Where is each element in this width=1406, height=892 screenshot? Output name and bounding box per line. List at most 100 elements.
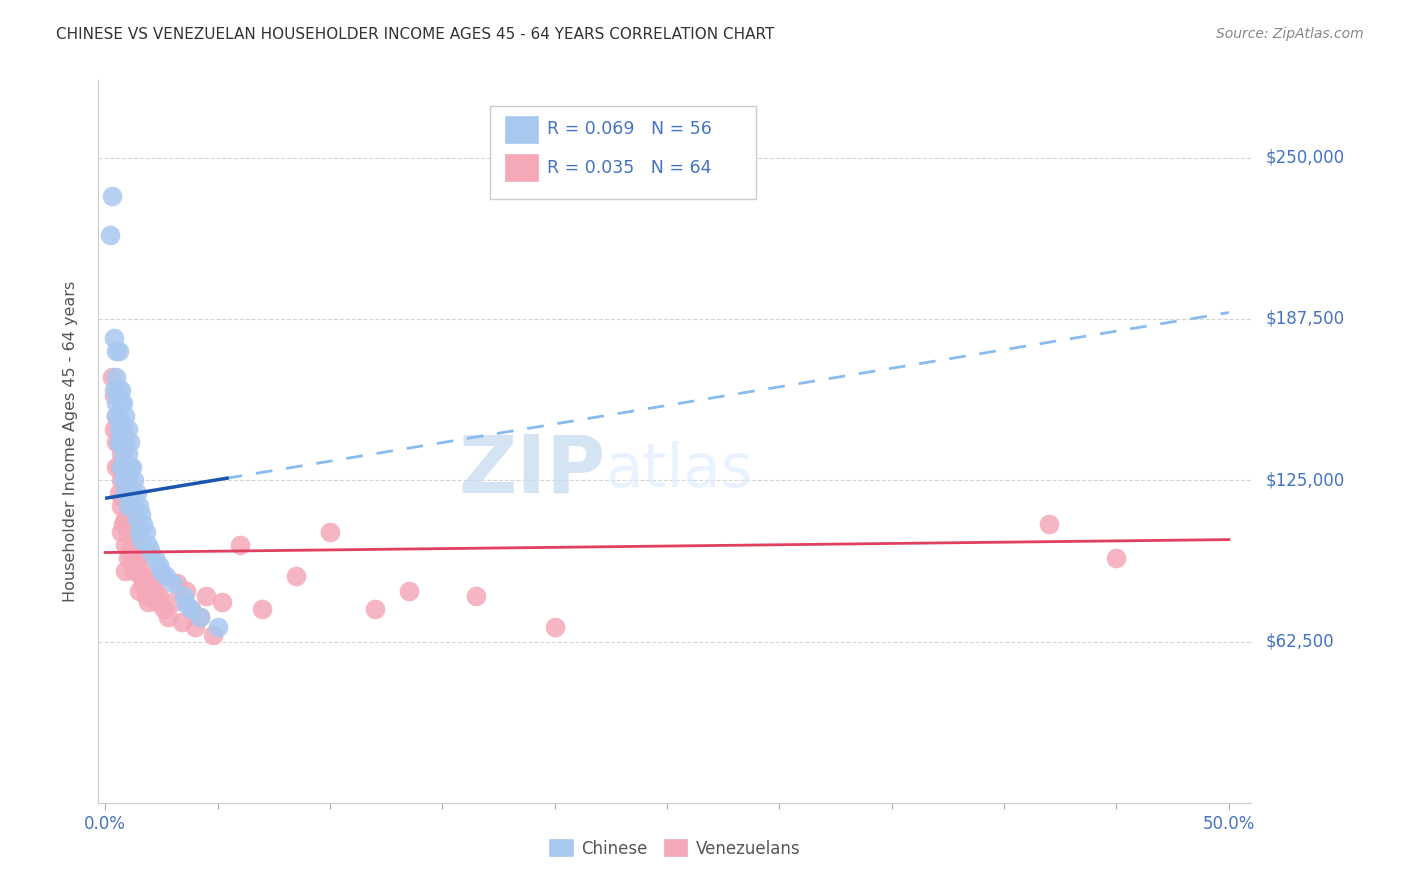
Point	[117, 499, 139, 513]
Point	[139, 542, 162, 557]
Point	[207, 620, 229, 634]
Text: ZIP: ZIP	[458, 432, 606, 509]
Point	[128, 499, 150, 513]
Point	[107, 344, 129, 359]
Point	[150, 564, 173, 578]
Point	[114, 409, 136, 423]
Point	[121, 550, 143, 565]
Point	[148, 590, 170, 604]
Point	[143, 584, 166, 599]
Point	[105, 409, 128, 423]
Point	[110, 414, 132, 428]
Point	[110, 383, 132, 397]
Point	[121, 524, 143, 539]
FancyBboxPatch shape	[491, 105, 755, 200]
Text: atlas: atlas	[606, 441, 754, 500]
Point	[124, 499, 146, 513]
Point	[112, 473, 135, 487]
Point	[112, 447, 135, 461]
Point	[129, 507, 152, 521]
Text: R = 0.069   N = 56: R = 0.069 N = 56	[547, 120, 711, 137]
Text: $125,000: $125,000	[1265, 471, 1344, 489]
Point	[136, 538, 159, 552]
Point	[124, 538, 146, 552]
Point	[141, 568, 163, 582]
Point	[155, 568, 177, 582]
Legend: Chinese, Venezuelans: Chinese, Venezuelans	[543, 833, 807, 864]
Point	[110, 447, 132, 461]
FancyBboxPatch shape	[505, 154, 537, 181]
Point	[117, 473, 139, 487]
Point	[107, 422, 129, 436]
Point	[173, 590, 195, 604]
Point	[103, 383, 125, 397]
Point	[135, 524, 157, 539]
Point	[124, 564, 146, 578]
Point	[148, 558, 170, 573]
Point	[107, 434, 129, 449]
Point	[118, 486, 141, 500]
Point	[114, 434, 136, 449]
Point	[1105, 550, 1128, 565]
Point	[135, 590, 157, 604]
Point	[174, 597, 197, 611]
Point	[146, 594, 169, 608]
Point	[132, 517, 155, 532]
Point	[105, 460, 128, 475]
FancyBboxPatch shape	[505, 116, 537, 143]
Point	[117, 550, 139, 565]
Point	[150, 568, 173, 582]
Point	[114, 512, 136, 526]
Point	[139, 576, 162, 591]
Point	[107, 434, 129, 449]
Point	[364, 602, 387, 616]
Point	[110, 460, 132, 475]
Point	[125, 550, 148, 565]
Point	[110, 396, 132, 410]
Text: $250,000: $250,000	[1265, 149, 1344, 167]
Point	[107, 486, 129, 500]
Point	[112, 466, 135, 480]
Point	[103, 331, 125, 345]
Point	[112, 517, 135, 532]
Point	[129, 568, 152, 582]
Point	[101, 370, 124, 384]
Point	[166, 576, 188, 591]
Point	[398, 584, 420, 599]
Point	[114, 460, 136, 475]
Point	[105, 434, 128, 449]
Text: CHINESE VS VENEZUELAN HOUSEHOLDER INCOME AGES 45 - 64 YEARS CORRELATION CHART: CHINESE VS VENEZUELAN HOUSEHOLDER INCOME…	[56, 27, 775, 42]
Point	[114, 538, 136, 552]
Text: $187,500: $187,500	[1265, 310, 1344, 328]
Point	[252, 602, 274, 616]
Point	[180, 602, 202, 616]
Point	[174, 584, 197, 599]
Point	[285, 568, 308, 582]
Point	[118, 434, 141, 449]
Point	[121, 486, 143, 500]
Point	[110, 499, 132, 513]
Point	[128, 584, 150, 599]
Point	[128, 558, 150, 573]
Point	[114, 564, 136, 578]
Point	[105, 370, 128, 384]
Point	[117, 499, 139, 513]
Point	[117, 524, 139, 539]
Point	[129, 533, 152, 547]
Point	[103, 388, 125, 402]
Point	[543, 620, 565, 634]
Point	[188, 610, 211, 624]
Y-axis label: Householder Income Ages 45 - 64 years: Householder Income Ages 45 - 64 years	[63, 281, 77, 602]
Point	[107, 383, 129, 397]
Point	[184, 620, 207, 634]
Point	[162, 576, 184, 591]
Point	[124, 473, 146, 487]
Point	[117, 447, 139, 461]
Point	[188, 610, 211, 624]
Point	[128, 524, 150, 539]
Point	[105, 409, 128, 423]
Point	[114, 486, 136, 500]
Point	[157, 610, 180, 624]
Point	[162, 594, 184, 608]
Point	[143, 550, 166, 565]
